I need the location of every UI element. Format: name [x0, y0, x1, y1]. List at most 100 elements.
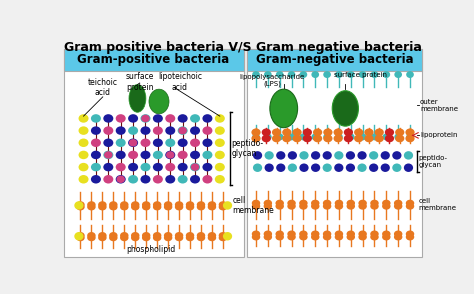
Ellipse shape: [190, 163, 200, 171]
Ellipse shape: [91, 138, 101, 147]
Ellipse shape: [164, 201, 173, 208]
Ellipse shape: [311, 133, 319, 141]
Ellipse shape: [381, 163, 390, 172]
Ellipse shape: [359, 133, 366, 141]
Ellipse shape: [251, 128, 261, 136]
Text: Gram-positive bacteria: Gram-positive bacteria: [77, 54, 230, 66]
Ellipse shape: [323, 151, 332, 160]
Ellipse shape: [215, 175, 225, 183]
Ellipse shape: [186, 201, 194, 208]
Ellipse shape: [405, 135, 415, 142]
Ellipse shape: [202, 126, 212, 135]
Ellipse shape: [371, 133, 378, 141]
Ellipse shape: [116, 163, 126, 171]
Ellipse shape: [223, 201, 232, 210]
Ellipse shape: [335, 203, 343, 210]
Ellipse shape: [264, 233, 272, 240]
Ellipse shape: [149, 89, 169, 114]
Ellipse shape: [374, 135, 384, 142]
Ellipse shape: [103, 175, 113, 183]
Ellipse shape: [252, 71, 260, 78]
Ellipse shape: [275, 233, 284, 240]
Ellipse shape: [276, 151, 285, 160]
Ellipse shape: [153, 203, 161, 211]
Ellipse shape: [79, 114, 89, 123]
Ellipse shape: [323, 133, 331, 141]
Text: Gram-negative bacteria: Gram-negative bacteria: [256, 54, 413, 66]
Text: teichoic
acid: teichoic acid: [88, 78, 118, 97]
Ellipse shape: [129, 139, 137, 146]
Ellipse shape: [354, 128, 363, 136]
Ellipse shape: [394, 203, 402, 210]
Ellipse shape: [103, 138, 113, 147]
Ellipse shape: [300, 71, 307, 78]
Ellipse shape: [381, 151, 390, 160]
Ellipse shape: [292, 128, 302, 136]
Ellipse shape: [215, 151, 225, 159]
Ellipse shape: [252, 200, 260, 207]
Ellipse shape: [153, 114, 163, 123]
Ellipse shape: [128, 114, 138, 123]
Ellipse shape: [344, 128, 353, 136]
Bar: [64, 49, 244, 71]
Text: lipopolysaccharide
(LPS): lipopolysaccharide (LPS): [239, 74, 305, 87]
Ellipse shape: [87, 201, 96, 208]
Ellipse shape: [253, 151, 262, 160]
Ellipse shape: [311, 203, 319, 210]
Text: surface
protein: surface protein: [126, 72, 154, 92]
Ellipse shape: [178, 127, 187, 134]
Ellipse shape: [128, 175, 138, 183]
Ellipse shape: [116, 151, 126, 159]
Ellipse shape: [406, 233, 414, 240]
Ellipse shape: [252, 233, 260, 240]
Ellipse shape: [140, 163, 150, 171]
Text: Gram positive bacteria V/S Gram negative bacteria: Gram positive bacteria V/S Gram negative…: [64, 41, 422, 54]
Ellipse shape: [300, 163, 309, 172]
Ellipse shape: [178, 163, 188, 171]
Ellipse shape: [120, 234, 128, 241]
Ellipse shape: [142, 232, 150, 239]
Ellipse shape: [197, 234, 205, 241]
Ellipse shape: [165, 163, 175, 171]
Ellipse shape: [382, 233, 391, 240]
Ellipse shape: [303, 135, 312, 142]
Ellipse shape: [191, 163, 199, 171]
Ellipse shape: [128, 151, 138, 159]
Ellipse shape: [299, 233, 308, 240]
Ellipse shape: [262, 128, 271, 136]
Ellipse shape: [131, 234, 139, 241]
Ellipse shape: [359, 71, 366, 78]
Ellipse shape: [346, 203, 355, 210]
Ellipse shape: [383, 71, 390, 78]
Ellipse shape: [323, 71, 331, 78]
Ellipse shape: [334, 135, 343, 142]
Ellipse shape: [311, 71, 319, 78]
Text: outer
membrane: outer membrane: [420, 99, 458, 112]
Ellipse shape: [382, 200, 391, 207]
Bar: [247, 49, 422, 257]
Ellipse shape: [394, 200, 402, 207]
Ellipse shape: [197, 203, 205, 211]
Ellipse shape: [215, 163, 225, 171]
Ellipse shape: [323, 128, 332, 136]
Text: lipoteichoic
acid: lipoteichoic acid: [158, 72, 202, 92]
Ellipse shape: [382, 230, 391, 238]
Ellipse shape: [140, 126, 150, 135]
Ellipse shape: [276, 163, 285, 172]
Ellipse shape: [109, 232, 118, 239]
Ellipse shape: [276, 133, 283, 141]
Ellipse shape: [190, 151, 200, 159]
Ellipse shape: [288, 133, 295, 141]
Ellipse shape: [104, 127, 112, 134]
Ellipse shape: [406, 71, 414, 78]
Ellipse shape: [335, 133, 343, 141]
Ellipse shape: [346, 230, 355, 238]
Ellipse shape: [131, 203, 139, 211]
Ellipse shape: [197, 232, 205, 239]
Ellipse shape: [334, 151, 344, 160]
Ellipse shape: [202, 138, 212, 147]
Ellipse shape: [142, 203, 150, 211]
Ellipse shape: [300, 151, 309, 160]
Ellipse shape: [369, 151, 378, 160]
Ellipse shape: [335, 71, 343, 78]
